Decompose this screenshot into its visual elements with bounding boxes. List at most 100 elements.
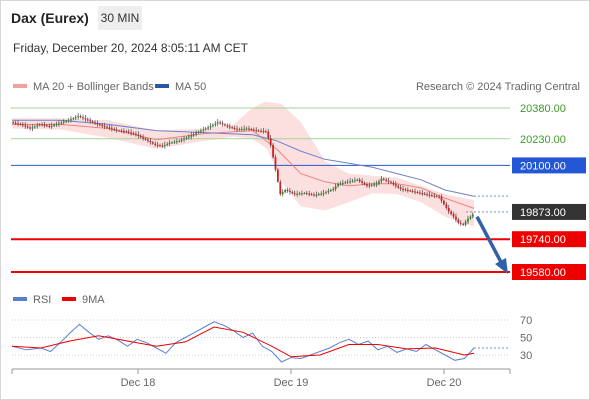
candle-up <box>77 116 80 118</box>
projection-arrow <box>475 215 504 265</box>
candle-down <box>233 127 236 129</box>
candle-up <box>33 126 36 128</box>
candle-down <box>440 197 443 201</box>
candle-down <box>12 122 15 124</box>
candle-down <box>103 125 106 127</box>
candle-down <box>17 123 19 125</box>
candle-down <box>159 145 161 147</box>
candle-down <box>221 123 224 125</box>
candle-up <box>74 117 77 119</box>
candle-down <box>142 137 145 139</box>
candle-up <box>471 214 474 217</box>
candle-up <box>370 184 373 186</box>
candle-down <box>286 190 289 192</box>
candle-up <box>368 185 371 187</box>
candle-down <box>149 141 152 143</box>
candle-up <box>298 193 301 195</box>
candle-down <box>459 222 462 224</box>
candle-down <box>457 219 460 223</box>
rsi-ma-legend-label: 9MA <box>82 294 105 306</box>
candle-down <box>79 116 82 118</box>
candle-down <box>115 129 118 131</box>
candle-up <box>349 181 351 183</box>
candle-down <box>151 142 154 144</box>
candle-up <box>38 124 41 126</box>
candle-down <box>257 130 260 132</box>
candle-down <box>414 191 416 193</box>
candle-up <box>301 193 303 195</box>
rsi-line <box>11 321 475 363</box>
candle-down <box>98 124 101 126</box>
rsi-ma-legend-swatch <box>62 297 76 301</box>
rsi-tick-label: 50 <box>520 333 532 345</box>
candle-down <box>366 184 368 186</box>
candle-up <box>204 128 207 130</box>
current-level-label: 19873.00 <box>520 207 566 219</box>
candle-up <box>356 179 359 181</box>
candle-down <box>406 190 409 191</box>
candle-down <box>137 134 140 136</box>
pivot-level-badge <box>512 157 586 174</box>
candle-down <box>363 182 366 185</box>
candle-down <box>423 193 426 195</box>
candle-up <box>214 123 217 125</box>
candle-up <box>327 191 330 193</box>
candle-down <box>161 145 164 147</box>
candle-up <box>173 141 176 143</box>
candle-down <box>84 118 87 120</box>
candle-down <box>252 129 255 131</box>
candle-up <box>317 194 320 196</box>
bollinger-band-layer <box>12 101 474 227</box>
candle-up <box>238 129 241 131</box>
rsi-tick-label: 30 <box>520 350 532 362</box>
candle-down <box>433 195 436 197</box>
candle-down <box>156 144 159 146</box>
resistance-level-label: 20230.00 <box>520 134 566 146</box>
candle-down <box>435 196 438 198</box>
candle-down <box>438 196 441 198</box>
candle-down <box>135 133 137 135</box>
date-time: Friday, December 20, 2024 8:05:11 AM CET <box>13 41 249 55</box>
support-level-label: 19580.00 <box>520 267 566 279</box>
candle-up <box>240 129 243 131</box>
bollinger-band <box>12 101 474 227</box>
candle-down <box>226 125 229 127</box>
candle-down <box>127 131 130 133</box>
candle-up <box>60 122 63 124</box>
candle-up <box>243 128 246 130</box>
candle-up <box>351 180 354 182</box>
candle-down <box>392 182 395 185</box>
candle-down <box>426 194 428 196</box>
candle-down <box>279 181 282 195</box>
candle-down <box>19 123 22 125</box>
candle-down <box>402 188 404 190</box>
pivot-level-label: 20100.00 <box>520 160 566 172</box>
candle-up <box>334 186 337 189</box>
candle-down <box>387 180 390 182</box>
candle-down <box>113 129 116 131</box>
candle-up <box>180 139 183 141</box>
candle-down <box>120 130 123 132</box>
candle-down <box>14 122 17 124</box>
candle-up <box>281 192 284 195</box>
candle-up <box>175 141 178 143</box>
candle-up <box>337 183 339 187</box>
candle-up <box>373 184 376 186</box>
candle-up <box>346 181 349 183</box>
x-tick-label: Dec 20 <box>427 377 462 389</box>
candle-down <box>390 181 392 183</box>
candle-down <box>450 211 453 215</box>
candles-layer <box>12 113 508 274</box>
candle-up <box>296 193 299 195</box>
candle-down <box>231 127 234 129</box>
candle-down <box>289 191 291 193</box>
candle-down <box>358 179 361 182</box>
candle-down <box>130 132 133 134</box>
candle-down <box>399 187 402 189</box>
rsi-legend-swatch <box>13 297 27 301</box>
candle-down <box>24 125 27 127</box>
timeframe-badge[interactable]: 30 MIN <box>98 6 142 30</box>
level-lines-layer <box>11 107 510 273</box>
ma50-line <box>12 119 475 197</box>
candle-up <box>332 188 335 190</box>
